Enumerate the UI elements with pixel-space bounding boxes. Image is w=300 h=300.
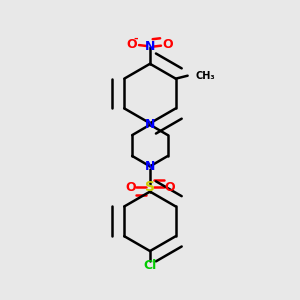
Text: S: S [145, 180, 155, 194]
Text: O: O [164, 181, 175, 194]
Text: O: O [127, 38, 137, 51]
Text: N: N [145, 160, 155, 173]
Text: Cl: Cl [143, 260, 157, 272]
Text: N: N [145, 118, 155, 131]
Text: N: N [145, 40, 155, 53]
Text: O: O [163, 38, 173, 51]
Text: -: - [133, 34, 138, 44]
Text: CH₃: CH₃ [195, 71, 215, 81]
Text: O: O [125, 181, 136, 194]
